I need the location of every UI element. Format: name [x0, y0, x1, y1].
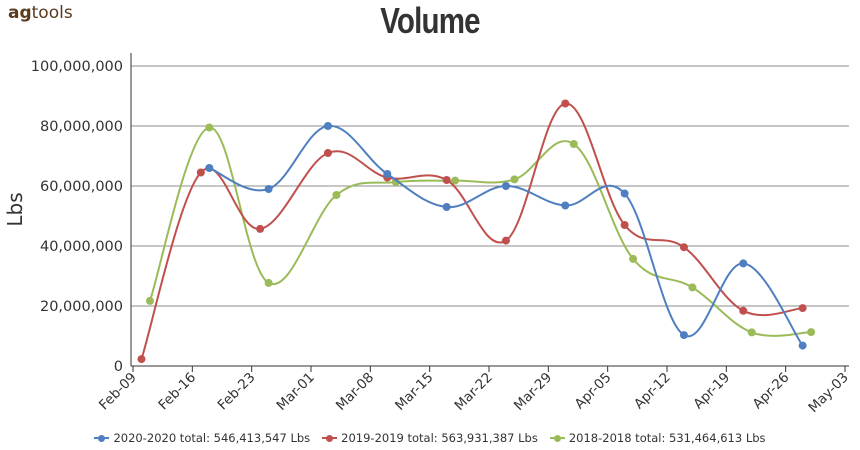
data-point: [264, 278, 273, 287]
data-point: [264, 185, 273, 193]
data-point: [620, 189, 629, 198]
data-point: [739, 306, 748, 315]
data-point: [145, 296, 154, 305]
data-point: [629, 254, 638, 263]
y-tick-label: 60,000,000: [40, 179, 123, 195]
legend-swatch: [322, 434, 338, 442]
data-point: [807, 328, 816, 337]
legend-label: 2018-2018 total: 531,464,613 Lbs: [568, 431, 766, 445]
data-point: [747, 328, 756, 337]
data-point: [688, 283, 697, 292]
data-point: [501, 236, 510, 245]
data-point: [561, 201, 570, 210]
legend-label: 2019-2019 total: 563,931,387 Lbs: [341, 431, 538, 445]
x-tick-label: Apr-12: [631, 370, 674, 413]
data-point: [205, 164, 214, 172]
data-point: [798, 341, 807, 350]
data-point: [205, 123, 214, 132]
x-tick-label: Feb-09: [96, 370, 140, 414]
x-tick-label: Mar-29: [511, 370, 555, 414]
y-tick-label: 40,000,000: [40, 239, 123, 255]
data-point: [332, 191, 341, 199]
legend-item[interactable]: 2019-2019 total: 563,931,387 Lbs: [322, 431, 538, 445]
data-point: [679, 331, 688, 340]
chart-legend: 2020-2020 total: 546,413,547 Lbs 2019-201…: [0, 431, 860, 445]
data-point: [442, 203, 451, 211]
y-axis-title: Lbs: [3, 192, 27, 226]
data-point: [196, 168, 205, 177]
y-tick-label: 100,000,000: [31, 59, 123, 75]
data-point: [323, 122, 332, 130]
legend-item[interactable]: 2020-2020 total: 546,413,547 Lbs: [94, 431, 310, 445]
data-point: [561, 99, 570, 108]
data-point: [383, 170, 392, 178]
data-point: [451, 176, 460, 185]
x-tick-label: Apr-26: [750, 370, 793, 413]
x-tick-label: Mar-15: [392, 370, 436, 414]
agtools-logo: agtools: [8, 3, 73, 23]
data-point: [798, 304, 807, 313]
x-tick-label: Mar-22: [452, 370, 496, 414]
data-point: [323, 149, 332, 157]
data-point: [569, 140, 578, 148]
x-tick-label: May-03: [805, 370, 851, 416]
series-line: [208, 124, 804, 347]
data-point: [256, 224, 265, 233]
data-point: [739, 259, 748, 268]
data-point: [510, 175, 519, 184]
x-tick-label: Mar-08: [333, 370, 377, 414]
legend-item[interactable]: 2018-2018 total: 531,464,613 Lbs: [549, 431, 766, 445]
data-point: [620, 221, 629, 229]
legend-swatch: [549, 434, 565, 442]
logo-ag-text: ag: [8, 3, 32, 23]
data-point: [679, 243, 688, 252]
x-tick-label: Feb-16: [155, 370, 199, 414]
y-tick-label: 0: [114, 359, 123, 375]
logo-tools-text: tools: [31, 3, 73, 23]
x-tick-label: Feb-23: [215, 370, 259, 414]
x-tick-label: Apr-19: [690, 370, 733, 413]
data-point: [137, 355, 146, 364]
data-point: [442, 176, 451, 184]
x-tick-label: Apr-05: [572, 370, 615, 413]
data-point: [501, 182, 510, 190]
chart-title: Volume: [380, 0, 480, 41]
y-tick-label: 80,000,000: [40, 119, 123, 135]
x-tick-label: Mar-01: [274, 370, 318, 414]
y-tick-label: 20,000,000: [40, 299, 123, 315]
legend-label: 2020-2020 total: 546,413,547 Lbs: [113, 431, 311, 445]
data-point: [391, 178, 400, 187]
legend-swatch: [94, 434, 110, 442]
